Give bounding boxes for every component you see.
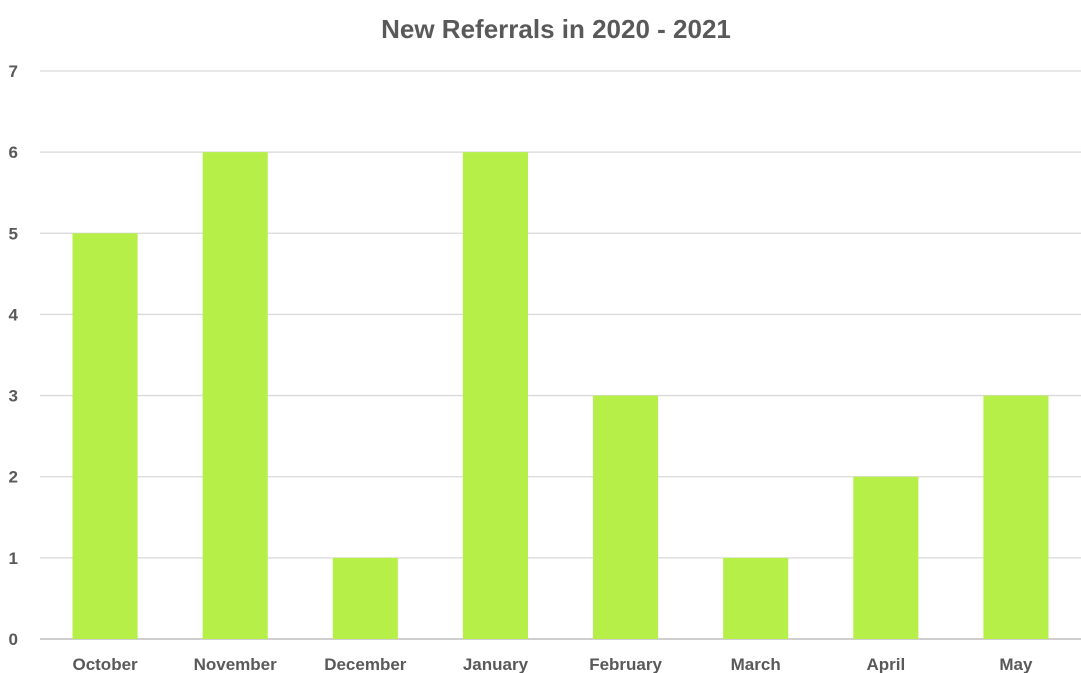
bar-april: [853, 476, 919, 639]
bar-october: [72, 233, 138, 640]
x-category-label-october: October: [72, 655, 138, 673]
y-tick-label: 2: [9, 468, 18, 487]
bar-january: [462, 152, 528, 639]
y-tick-label: 5: [9, 224, 18, 243]
x-axis-category-labels: October November December January February Ma…: [72, 655, 1033, 673]
bars: [72, 152, 1049, 640]
x-category-label-december: December: [324, 655, 407, 673]
bar-november: [202, 152, 268, 639]
x-category-label-november: November: [194, 655, 278, 673]
bar-march: [723, 557, 789, 639]
x-category-label-january: January: [463, 655, 529, 673]
bar-february: [593, 395, 659, 639]
y-tick-label: 6: [9, 143, 18, 162]
y-tick-label: 1: [9, 549, 18, 568]
chart-title: New Referrals in 2020 - 2021: [381, 14, 731, 44]
bar-december: [332, 557, 398, 639]
gridlines: [40, 70, 1081, 640]
y-tick-label: 0: [9, 630, 18, 649]
y-tick-label: 7: [9, 62, 18, 81]
x-category-label-april: April: [866, 655, 905, 673]
x-category-label-may: May: [999, 655, 1033, 673]
y-axis-tick-labels: 0 1 2 3 4 5 6 7: [9, 62, 19, 649]
bar-may: [983, 395, 1049, 639]
y-tick-label: 4: [9, 305, 19, 324]
x-category-label-march: March: [731, 655, 781, 673]
x-category-label-february: February: [589, 655, 662, 673]
y-tick-label: 3: [9, 387, 18, 406]
